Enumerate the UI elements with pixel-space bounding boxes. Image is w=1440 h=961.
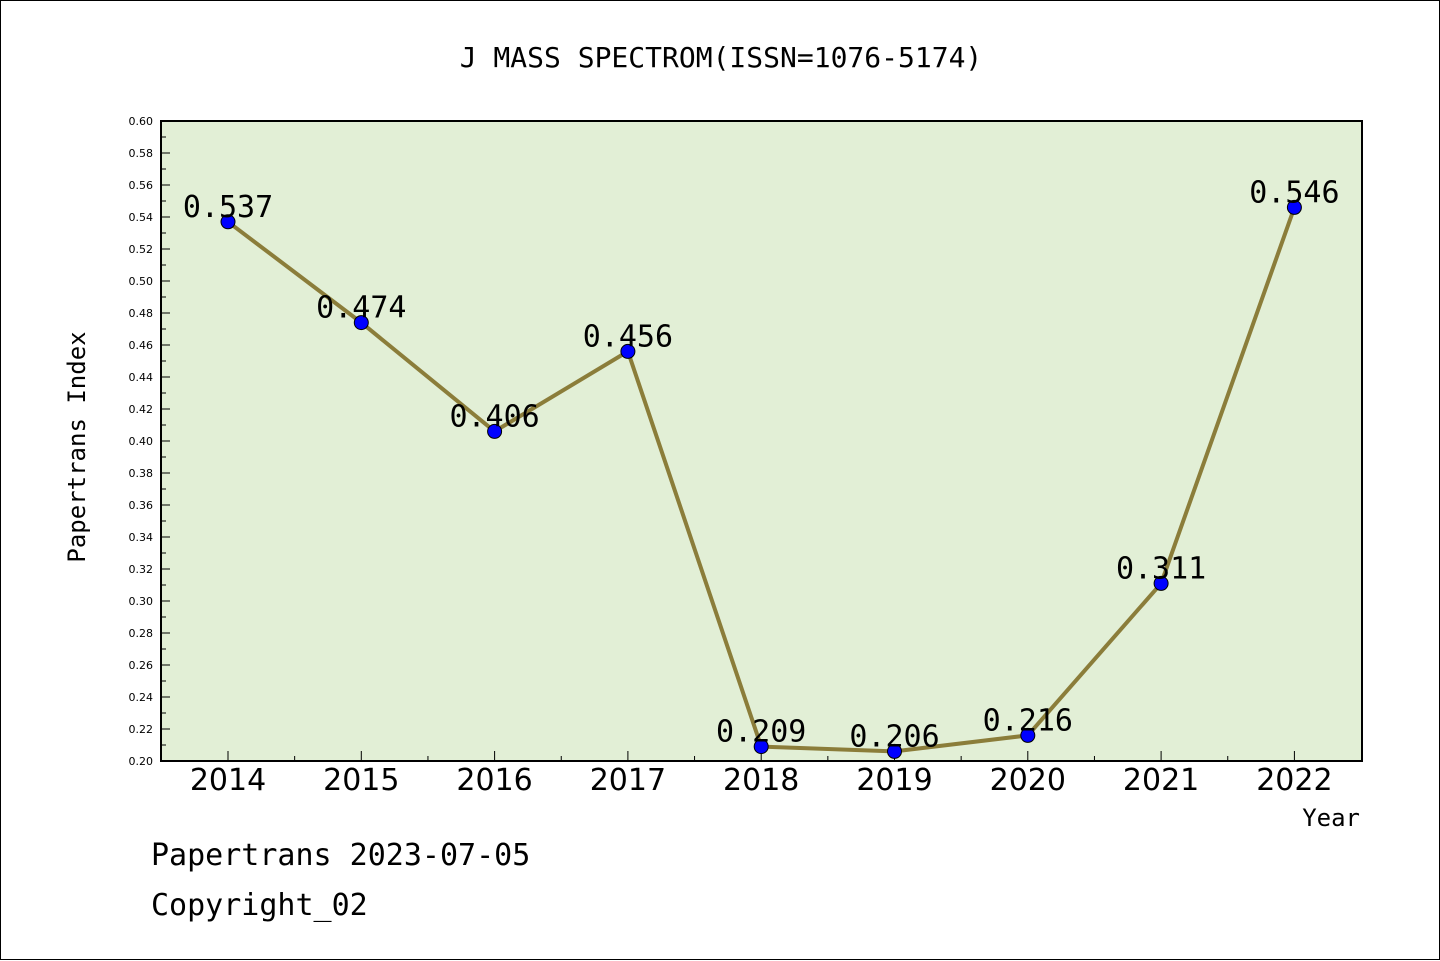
data-point bbox=[353, 315, 369, 331]
data-label: 0.406 bbox=[449, 399, 539, 434]
data-point bbox=[487, 423, 503, 439]
y-tick-label: 0.38 bbox=[129, 467, 154, 480]
x-axis: 2014 2015 2016 2017 2018 2019 2020 2021 2022 bbox=[190, 751, 1333, 798]
x-tick-label: 2015 bbox=[323, 763, 399, 798]
y-tick-label: 0.52 bbox=[129, 243, 154, 256]
data-point bbox=[620, 343, 636, 359]
chart-title: J MASS SPECTROM(ISSN=1076-5174) bbox=[460, 41, 983, 74]
y-tick-label: 0.26 bbox=[129, 659, 154, 672]
data-label: 0.311 bbox=[1116, 551, 1206, 586]
y-tick-label: 0.24 bbox=[129, 691, 154, 704]
x-tick-label: 2014 bbox=[190, 763, 266, 798]
x-tick-label: 2016 bbox=[456, 763, 532, 798]
y-tick-label: 0.60 bbox=[129, 115, 154, 128]
x-tick-label: 2019 bbox=[856, 763, 932, 798]
y-tick-label: 0.42 bbox=[129, 403, 154, 416]
y-tick-label: 0.46 bbox=[129, 339, 154, 352]
series-layer: 0.537 0.474 0.406 0.456 0.209 0.206 0.216 0.311… bbox=[183, 175, 1340, 759]
x-tick-label: 2020 bbox=[990, 763, 1066, 798]
data-label: 0.456 bbox=[583, 319, 673, 354]
x-tick-label: 2021 bbox=[1123, 763, 1199, 798]
y-tick-label: 0.32 bbox=[129, 563, 154, 576]
y-tick-label: 0.44 bbox=[129, 371, 154, 384]
y-tick-label: 0.36 bbox=[129, 499, 154, 512]
data-label: 0.209 bbox=[716, 715, 806, 750]
data-point bbox=[887, 743, 902, 759]
y-tick-label: 0.40 bbox=[129, 435, 154, 448]
y-tick-label: 0.30 bbox=[129, 595, 154, 608]
footer-date: Papertrans 2023-07-05 bbox=[151, 838, 530, 873]
y-tick-label: 0.28 bbox=[129, 627, 154, 640]
y-axis: 0.20 0.22 0.24 0.26 0.28 0.30 0.32 0.34 0.36 0.38… bbox=[129, 115, 170, 768]
y-tick-label: 0.48 bbox=[129, 307, 154, 320]
y-tick-label: 0.50 bbox=[129, 275, 154, 288]
data-point bbox=[1020, 727, 1036, 743]
y-axis-title: Papertrans Index bbox=[63, 331, 91, 562]
y-tick-label: 0.56 bbox=[129, 179, 154, 192]
data-point bbox=[1153, 575, 1169, 591]
y-tick-label: 0.54 bbox=[129, 211, 154, 224]
data-point bbox=[1286, 199, 1302, 215]
data-point bbox=[753, 739, 769, 755]
y-tick-label: 0.22 bbox=[129, 723, 154, 736]
x-tick-label: 2022 bbox=[1256, 763, 1332, 798]
y-tick-label: 0.20 bbox=[129, 755, 154, 768]
data-label: 0.216 bbox=[983, 703, 1073, 738]
plot-area bbox=[160, 120, 1363, 762]
y-tick-label: 0.34 bbox=[129, 531, 154, 544]
data-label: 0.537 bbox=[183, 190, 273, 225]
y-tick-label: 0.58 bbox=[129, 147, 154, 160]
data-label: 0.206 bbox=[849, 719, 939, 754]
x-axis-title: Year bbox=[1302, 804, 1360, 832]
x-tick-label: 2017 bbox=[590, 763, 666, 798]
x-tick-label: 2018 bbox=[723, 763, 799, 798]
data-point bbox=[220, 214, 236, 230]
footer-copyright: Copyright_02 bbox=[151, 888, 368, 923]
data-label: 0.474 bbox=[316, 291, 406, 326]
data-label: 0.546 bbox=[1249, 175, 1339, 210]
